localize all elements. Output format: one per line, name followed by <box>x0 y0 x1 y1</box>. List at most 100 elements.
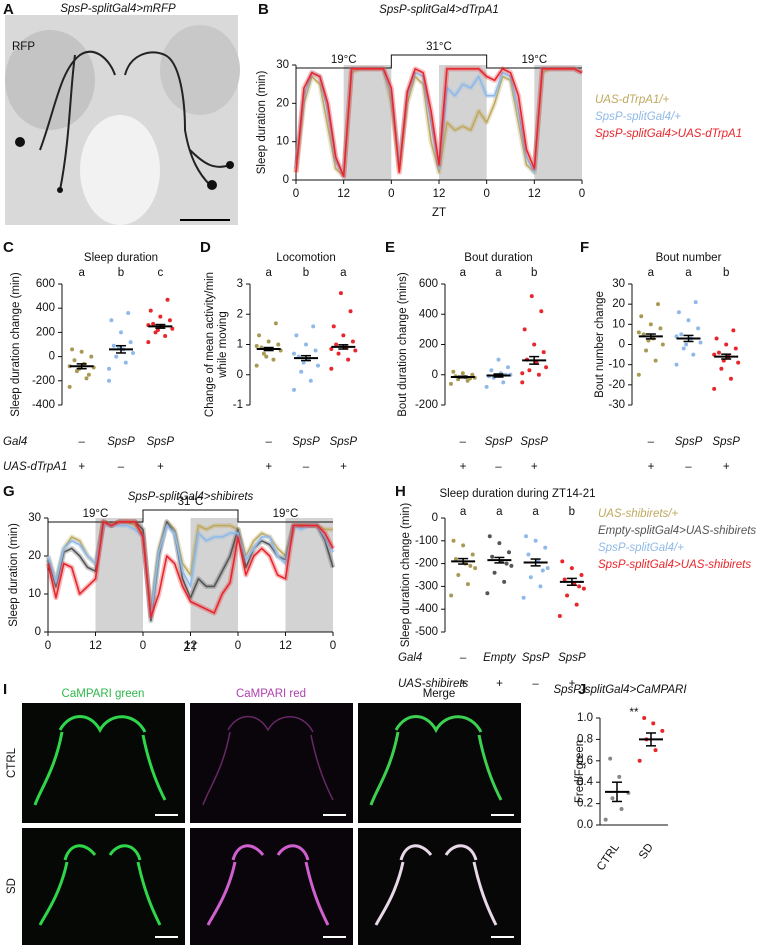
data-point <box>119 330 123 335</box>
row-cell: – <box>494 461 502 473</box>
y-tick-label: 0.2 <box>577 798 593 810</box>
data-point <box>70 347 75 352</box>
data-point <box>86 372 91 377</box>
y-axis-label: Bout number change <box>594 291 606 398</box>
y-tick-label: -400 <box>32 399 55 411</box>
data-point <box>456 573 461 577</box>
data-point <box>453 557 458 562</box>
data-point <box>506 550 511 555</box>
data-point <box>560 559 565 564</box>
y-tick-label: 200 <box>36 326 55 338</box>
row-cell: + <box>647 461 654 473</box>
data-point <box>581 586 586 591</box>
y-tick-label: 0.0 <box>577 819 593 831</box>
data-point <box>114 354 119 359</box>
row-cell: SpsP <box>558 652 586 664</box>
significance-letter: c <box>157 267 163 279</box>
y-tick-label: 400 <box>419 308 438 320</box>
y-tick-label: 20 <box>276 97 289 109</box>
data-point <box>348 309 353 314</box>
data-point <box>292 387 296 392</box>
row-cell: + <box>265 461 272 473</box>
data-point <box>266 339 271 344</box>
data-point <box>651 721 656 726</box>
data-point <box>644 348 649 353</box>
data-point <box>656 302 661 307</box>
row-label: Gal4 <box>398 652 422 664</box>
data-point <box>111 343 116 348</box>
x-tick-label: 12 <box>279 640 292 652</box>
data-point <box>691 352 696 357</box>
data-point <box>468 563 473 568</box>
data-point <box>637 758 642 763</box>
y-tick-label: 0 <box>432 369 438 381</box>
data-point <box>557 614 562 619</box>
data-point <box>639 314 644 319</box>
x-tick-label: 12 <box>528 188 541 200</box>
chart-title: Locomotion <box>276 252 335 264</box>
x-tick-label: 0 <box>235 640 241 652</box>
panel-label: J <box>578 681 586 698</box>
data-point <box>470 552 475 557</box>
data-point <box>329 347 334 352</box>
data-point <box>679 332 684 337</box>
row-cell: + <box>569 678 576 690</box>
data-point <box>146 340 151 345</box>
y-tick-label: 1.0 <box>577 712 593 724</box>
data-point <box>465 582 470 587</box>
panel-label: F <box>580 239 589 256</box>
significance-letter: b <box>118 267 124 279</box>
significance-letter: b <box>723 267 729 279</box>
data-point <box>311 324 316 329</box>
data-point <box>316 363 320 368</box>
y-tick-label: 0 <box>283 174 289 186</box>
row-cell: SpsP <box>520 436 548 448</box>
y-tick-label: 0.6 <box>577 755 593 767</box>
data-point <box>336 351 341 356</box>
chart-title: Sleep duration <box>84 252 158 264</box>
data-point <box>448 381 453 386</box>
row-label: UAS-dTrpA1 <box>3 461 67 473</box>
data-point <box>536 372 541 377</box>
data-point <box>496 357 501 362</box>
y-axis-label: Fred/Fgreen <box>574 740 586 803</box>
x-tick-label: 0 <box>388 188 394 200</box>
significance-letter: b <box>569 506 575 518</box>
y-tick-label: 600 <box>36 278 55 290</box>
data-point <box>509 563 514 568</box>
row-cell: + <box>496 678 503 690</box>
data-point <box>674 334 679 339</box>
x-tick-label: 0 <box>483 188 489 200</box>
dark-period <box>534 65 582 180</box>
data-point <box>577 584 582 589</box>
annotation: ** <box>630 707 639 719</box>
significance-letter: a <box>685 267 692 279</box>
row-cell: + <box>459 461 466 473</box>
chart-title: SpsP-splitGal4>shibirets <box>128 491 254 503</box>
row-label: UAS-shibirets <box>398 678 469 690</box>
x-tick-label: 0 <box>579 188 585 200</box>
y-tick-label: -30 <box>608 399 625 411</box>
data-point <box>497 541 502 546</box>
chart-title: SpsP-splitGal4>CaMPARI <box>553 684 687 696</box>
data-point <box>541 350 546 355</box>
data-point <box>506 365 511 370</box>
data-point <box>304 342 308 347</box>
y-tick-label: 30 <box>28 512 41 524</box>
y-tick-label: -10 <box>608 359 625 371</box>
series-line <box>47 521 334 618</box>
row-cell: – <box>684 461 692 473</box>
y-axis-label: while moving <box>217 311 229 378</box>
data-point <box>698 340 703 345</box>
column-title: CaMPARI green <box>62 688 145 700</box>
temperature-label: 19°C <box>273 508 299 520</box>
series-line <box>47 524 334 618</box>
data-point <box>736 360 741 365</box>
significance-letter: a <box>532 506 539 518</box>
data-point <box>674 362 679 367</box>
data-point <box>128 340 133 345</box>
y-tick-label: 0 <box>619 339 625 351</box>
data-point <box>261 351 266 356</box>
image-i: CaMPARI green CaMPARI red Merge CTRL SD <box>6 688 521 945</box>
